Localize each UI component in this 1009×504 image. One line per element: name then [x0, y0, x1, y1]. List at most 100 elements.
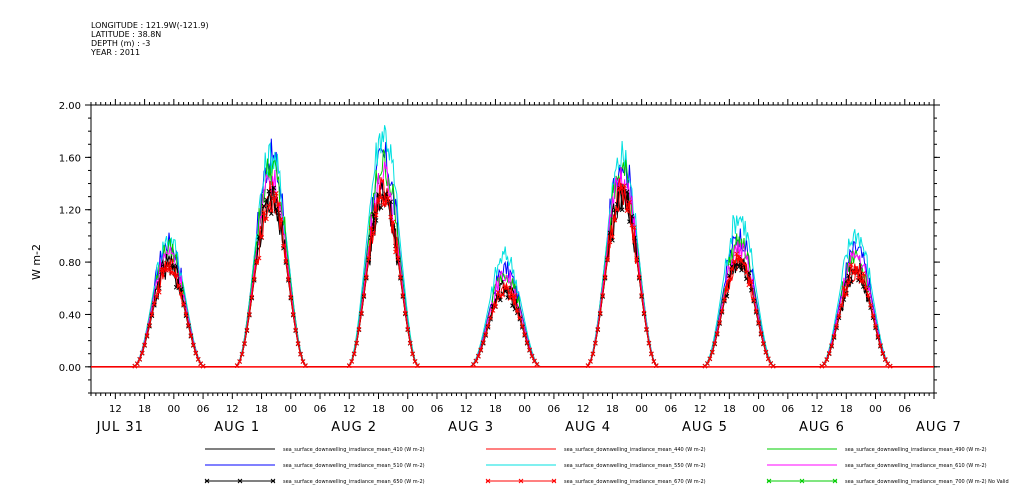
series-marker-670	[607, 239, 613, 245]
series-marker-670	[836, 313, 842, 319]
series-marker-670	[363, 274, 369, 280]
series-marker-670	[860, 271, 866, 276]
series-marker-670	[249, 294, 255, 300]
series-marker-670	[137, 356, 143, 362]
series-marker-670	[622, 183, 627, 189]
series-marker-670	[826, 350, 832, 356]
series-marker-670	[244, 327, 250, 333]
series-marker-670	[863, 285, 869, 291]
series-marker-670	[822, 361, 827, 367]
series-marker-670	[529, 353, 535, 359]
series-marker-650	[266, 188, 272, 194]
legend-marker	[766, 478, 772, 484]
series-marker-670	[359, 310, 364, 316]
series-marker-670	[402, 310, 408, 316]
series-marker-670	[490, 308, 496, 313]
x-date-label: JUL 31	[96, 420, 144, 435]
legend-label: sea_surface_downwelling_irradiance_mean_…	[283, 447, 425, 453]
series-marker-670	[751, 297, 757, 302]
series-marker-670	[147, 322, 152, 328]
series-marker-650	[619, 207, 625, 213]
series-marker-670	[276, 201, 281, 207]
series-marker-670	[739, 258, 744, 264]
legend: sea_surface_downwelling_irradiance_mean_…	[204, 447, 1009, 485]
x-tick-label: 18	[372, 404, 385, 415]
plot-header: LONGITUDE : 121.9W(-121.9) LATITUDE : 38…	[91, 21, 209, 57]
series-marker-670	[729, 266, 735, 271]
year-text: YEAR : 2011	[91, 48, 141, 57]
series-marker-670	[361, 293, 367, 298]
series-marker-670	[268, 208, 274, 214]
legend-label: sea_surface_downwelling_irradiance_mean_…	[845, 447, 987, 453]
series-marker-670	[634, 256, 640, 261]
series-marker-670	[186, 322, 191, 328]
series-marker-670	[405, 326, 411, 332]
series-marker-670	[761, 341, 766, 346]
series-marker-670	[765, 356, 771, 362]
series-marker-670	[717, 320, 722, 325]
series-marker-670	[407, 340, 413, 346]
x-tick-label: 18	[255, 404, 268, 415]
series-marker-670	[149, 312, 155, 317]
x-tick-label: 12	[226, 404, 239, 415]
legend-marker	[485, 478, 491, 484]
series-marker-650	[739, 267, 744, 273]
series-marker-670	[281, 243, 286, 249]
series-marker-670	[495, 289, 501, 295]
series-marker-670	[266, 203, 272, 209]
series-marker-670	[368, 225, 374, 231]
series-marker-650	[736, 264, 742, 270]
series-marker-670	[142, 342, 147, 348]
series-marker-670	[722, 297, 727, 302]
series-marker-670	[590, 351, 596, 357]
series-line-510	[91, 138, 934, 368]
series-marker-670	[709, 349, 715, 355]
series-marker-670	[724, 288, 730, 293]
legend-label: sea_surface_downwelling_irradiance_mean_…	[283, 463, 425, 469]
series-marker-670	[639, 293, 644, 298]
series-marker-670	[393, 249, 398, 255]
series-marker-650	[860, 284, 866, 289]
series-marker-670	[588, 359, 593, 364]
series-marker-670	[356, 326, 362, 332]
series-marker-670	[188, 333, 194, 338]
series-marker-670	[173, 272, 179, 278]
series-marker-670	[714, 331, 720, 336]
series-marker-670	[195, 356, 201, 362]
series-marker-670	[839, 302, 844, 308]
series-marker-670	[878, 343, 883, 348]
legend-label: sea_surface_downwelling_irradiance_mean_…	[845, 463, 987, 469]
series-marker-670	[505, 285, 510, 291]
series-marker-650	[610, 237, 615, 243]
series-marker-670	[190, 342, 196, 348]
legend-marker	[204, 478, 210, 484]
series-marker-670	[366, 256, 372, 261]
series-marker-670	[831, 333, 837, 339]
x-date-label: AUG 1	[214, 420, 260, 435]
x-tick-label: 12	[460, 404, 473, 415]
x-tick-label: 18	[840, 404, 853, 415]
legend-marker	[518, 478, 524, 484]
series-marker-670	[592, 340, 598, 346]
series-marker-670	[349, 359, 355, 364]
series-marker-670	[395, 256, 401, 261]
series-marker-670	[719, 308, 725, 314]
series-marker-670	[290, 312, 296, 317]
series-marker-650	[261, 203, 267, 209]
series-line-610	[91, 161, 934, 368]
series-marker-670	[385, 195, 391, 201]
series-marker-670	[398, 274, 403, 280]
series-marker-670	[390, 219, 396, 225]
series-marker-650	[376, 192, 381, 197]
x-tick-label: 06	[431, 404, 444, 415]
series-marker-670	[154, 294, 160, 300]
series-marker-670	[264, 216, 269, 222]
y-tick-label: 1.60	[59, 153, 81, 164]
x-tick-label: 00	[401, 404, 414, 415]
series-marker-670	[410, 351, 415, 357]
series-marker-670	[483, 332, 489, 337]
x-tick-label: 00	[284, 404, 297, 415]
series-marker-670	[880, 350, 886, 356]
series-marker-670	[853, 270, 859, 275]
